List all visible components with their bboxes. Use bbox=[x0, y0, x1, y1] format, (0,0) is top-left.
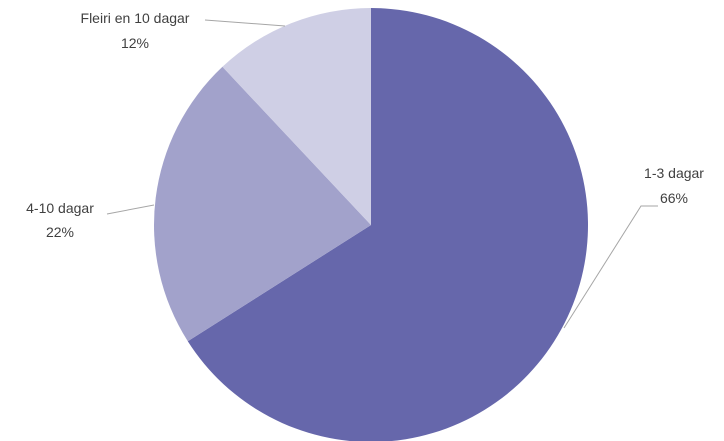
label-group-fleiri-en-10-dagar: Fleiri en 10 dagar 12% bbox=[81, 10, 190, 51]
pie-slice-fleiri-en-10-dagar bbox=[222, 8, 371, 225]
slice-value-4-10-dagar: 22% bbox=[46, 224, 74, 240]
slice-value-fleiri-en-10-dagar: 12% bbox=[121, 35, 149, 51]
leader-line-1-3-dagar bbox=[563, 205, 658, 329]
pie-slices bbox=[153, 8, 589, 441]
leader-line-fleiri-en-10-dagar bbox=[204, 19, 286, 27]
leader-line-4-10-dagar bbox=[106, 204, 155, 215]
slice-label-4-10-dagar: 4-10 dagar bbox=[26, 200, 94, 216]
label-group-4-10-dagar: 4-10 dagar 22% bbox=[26, 200, 94, 240]
slice-value-1-3-dagar: 66% bbox=[660, 190, 688, 206]
leader-lines bbox=[106, 19, 658, 329]
pie-slice-1-3-dagar bbox=[187, 8, 589, 441]
slice-label-fleiri-en-10-dagar: Fleiri en 10 dagar bbox=[81, 10, 190, 26]
label-group-1-3-dagar: 1-3 dagar 66% bbox=[644, 165, 704, 206]
pie-slice-4-10-dagar bbox=[153, 66, 371, 342]
slice-label-1-3-dagar: 1-3 dagar bbox=[644, 165, 704, 181]
